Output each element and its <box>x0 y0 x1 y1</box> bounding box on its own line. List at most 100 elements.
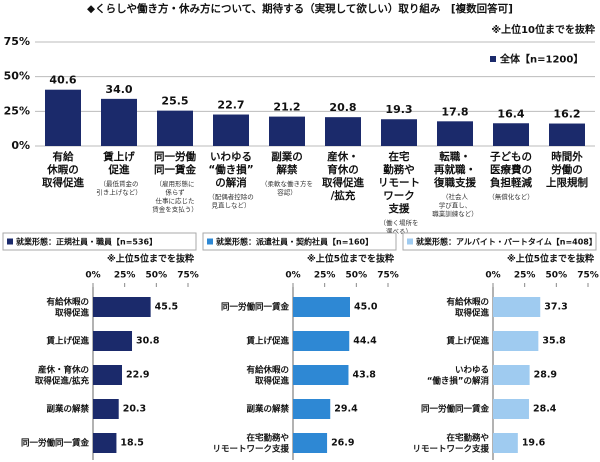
x-tick-label: いわゆる“働き損”の解消 <box>208 151 253 189</box>
x-tick-label: 25% <box>514 271 536 281</box>
x-tick-label: 0% <box>85 271 100 281</box>
x-tick-label: 50% <box>546 271 568 281</box>
bar <box>293 331 350 351</box>
value-label: 21.2 <box>273 101 300 114</box>
x-tick-label: 有給休暇の取得促進 <box>42 150 84 189</box>
y-tick-label: 賃上げ促進 <box>45 336 89 347</box>
x-tick-label: 50% <box>146 271 168 281</box>
legend-swatch <box>407 238 413 245</box>
category-note: （柔軟な働き方を容認） <box>261 179 313 197</box>
value-label: 45.0 <box>354 302 378 313</box>
chart-note: ※上位5位までを抜粋 <box>307 253 394 265</box>
bar <box>93 433 117 453</box>
bar <box>93 399 119 419</box>
value-label: 16.2 <box>553 108 580 121</box>
value-label: 34.0 <box>105 83 132 96</box>
bar <box>293 365 349 385</box>
bar <box>493 297 541 317</box>
value-label: 44.4 <box>353 336 377 347</box>
x-tick-label: 子どもの医療費の負担軽減 <box>490 150 532 189</box>
x-tick-label: 産休・育休の取得促進/拡充 <box>322 150 364 202</box>
bar <box>437 121 473 146</box>
legend-label: 就業形態：正規社員・職員【n=536】 <box>16 237 157 247</box>
x-tick-label: 0% <box>285 271 300 281</box>
bar <box>493 331 539 351</box>
bar <box>293 433 328 453</box>
x-tick-label: 25% <box>114 271 136 281</box>
category-note: （配偶者控除の見直しなど） <box>208 192 254 210</box>
y-tick-label: 75% <box>4 35 30 48</box>
y-tick-label: 有給休暇の取得促進 <box>446 296 489 318</box>
x-tick-label: 副業の解禁 <box>271 150 303 176</box>
y-tick-label: 産休・育休の取得促進/拡充 <box>35 364 90 386</box>
y-tick-label: 副業の解禁 <box>46 404 89 415</box>
value-label: 20.3 <box>123 404 146 415</box>
y-tick-label: 賃上げ促進 <box>245 336 289 347</box>
legend-box <box>202 232 397 251</box>
bar <box>549 123 585 146</box>
category-note: （最低賃金の引き上げなど） <box>96 179 142 197</box>
value-label: 28.9 <box>534 370 557 381</box>
bar <box>269 116 305 146</box>
bar <box>101 98 137 146</box>
legend-swatch <box>207 238 213 245</box>
y-tick-label: 有給休暇の取得促進 <box>46 296 89 318</box>
bar <box>93 297 151 317</box>
y-tick-label: 0% <box>11 139 30 152</box>
value-label: 35.8 <box>542 336 566 347</box>
x-tick-label: 75% <box>377 271 399 281</box>
chart-note: ※上位5位までを抜粋 <box>507 253 594 265</box>
y-tick-label: 同一労働同一賃金 <box>221 302 290 313</box>
category-note: （雇用形態に係らず仕事に応じた賃金を支払う） <box>152 179 198 214</box>
bar <box>93 365 123 385</box>
bar <box>493 399 529 419</box>
value-label: 20.8 <box>329 101 356 114</box>
y-tick-label: 同一労働同一賃金 <box>421 404 490 415</box>
x-tick-label: 同一労働同一賃金 <box>154 150 196 176</box>
value-label: 45.5 <box>155 302 178 313</box>
bar <box>293 399 331 419</box>
y-tick-label: 賃上げ促進 <box>445 336 489 347</box>
x-tick-label: 転職・再就職・復職支援 <box>433 150 476 189</box>
x-tick-label: 50% <box>346 271 368 281</box>
bar <box>45 89 81 146</box>
bar <box>93 331 133 351</box>
y-tick-label: 同一労働同一賃金 <box>21 438 90 449</box>
value-label: 43.8 <box>352 370 376 381</box>
value-label: 19.6 <box>522 438 546 449</box>
category-note: （無償化など） <box>488 192 534 201</box>
x-tick-label: 25% <box>314 271 336 281</box>
legend-label: 就業形態：派遣社員・契約社員【n=160】 <box>216 237 373 247</box>
bar <box>381 119 417 146</box>
bar <box>493 123 529 146</box>
value-label: 26.9 <box>331 438 354 449</box>
legend-swatch <box>7 238 13 245</box>
legend-box <box>402 232 597 251</box>
chart-note: ※上位5位までを抜粋 <box>107 253 194 265</box>
legend-label: 全体【n=1200】 <box>499 53 583 66</box>
bar <box>293 297 350 317</box>
x-tick-label: 在宅勤務やリモートワーク支援 <box>378 150 420 215</box>
category-note: （働く場所を選べる） <box>380 218 419 236</box>
bar <box>493 365 530 385</box>
legend-label: 就業形態：アルバイト・パートタイム【n=408】 <box>416 237 597 247</box>
value-label: 37.3 <box>544 302 567 313</box>
value-label: 16.4 <box>497 107 524 120</box>
x-tick-label: 0% <box>485 271 500 281</box>
bar <box>493 433 518 453</box>
y-tick-label: 有給休暇の取得促進 <box>246 364 289 386</box>
value-label: 19.3 <box>385 103 412 116</box>
bar <box>157 110 193 146</box>
value-label: 22.7 <box>217 99 244 112</box>
chart-note: ※上位10位までを抜粋 <box>491 23 595 36</box>
x-tick-label: 75% <box>577 271 599 281</box>
y-tick-label: いわゆる“働き損”の解消 <box>427 365 490 386</box>
value-label: 25.5 <box>161 95 188 108</box>
bar <box>325 117 361 146</box>
category-note: （社会人学び直し、職業訓練など） <box>432 192 478 218</box>
x-tick-label: 75% <box>177 271 199 281</box>
y-tick-label: 25% <box>4 104 30 117</box>
value-label: 40.6 <box>49 74 76 87</box>
y-tick-label: 副業の解禁 <box>246 404 289 415</box>
